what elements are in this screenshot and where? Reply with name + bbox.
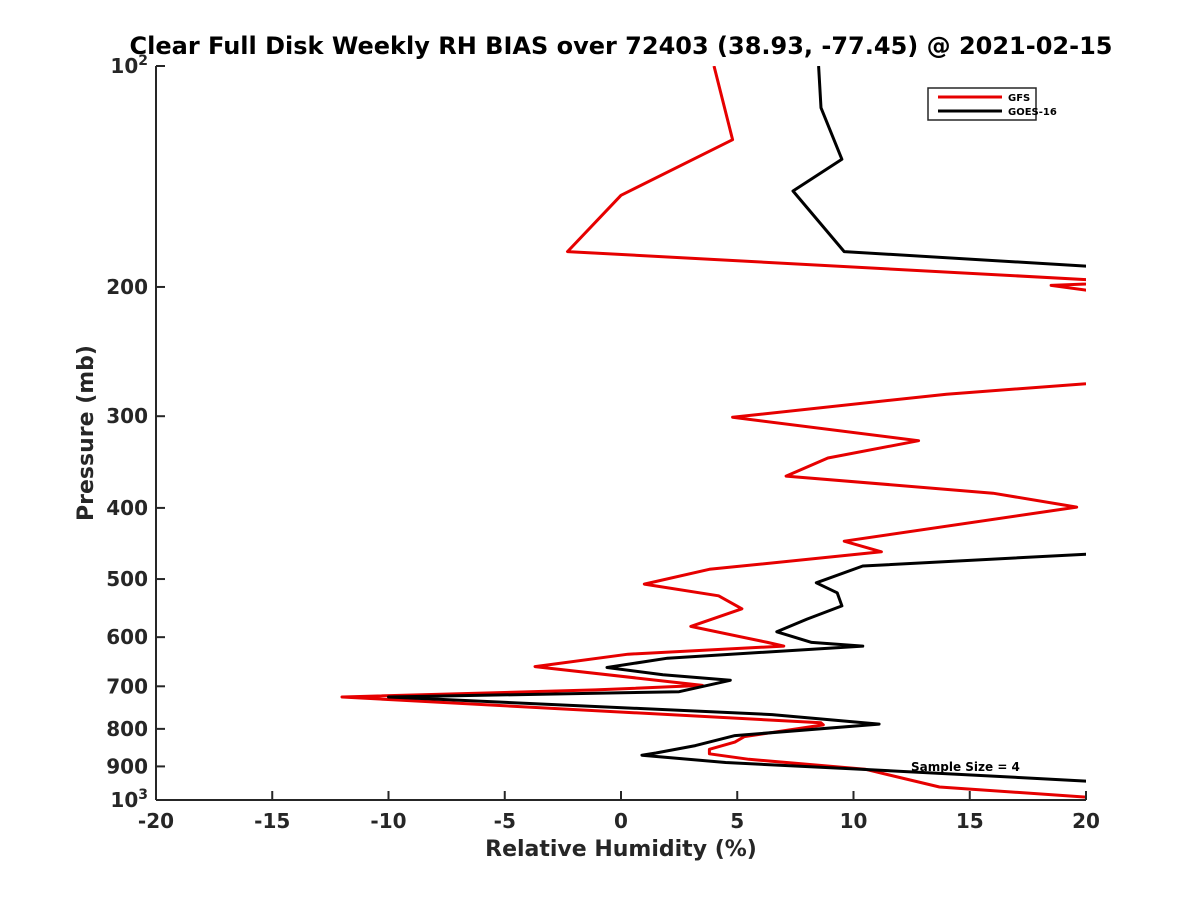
y-tick-label: 500 (106, 567, 148, 591)
y-tick-label: 102 (110, 53, 148, 78)
y-tick-label: 200 (106, 275, 148, 299)
legend-goes16-label: GOES-16 (1008, 107, 1057, 118)
series-line-gfs (340, 66, 1086, 799)
y-tick-label: 400 (106, 496, 148, 520)
y-tick-label: 103 (110, 787, 148, 812)
x-tick-label: 10 (840, 809, 868, 833)
x-axis-label: Relative Humidity (%) (485, 837, 757, 862)
x-tick-label: 20 (1072, 809, 1100, 833)
legend-gfs-label: GFS (1008, 93, 1030, 104)
x-tick-label: 5 (730, 809, 744, 833)
x-tick-label: 0 (614, 809, 628, 833)
x-tick-label: -5 (494, 809, 516, 833)
x-tick-label: -15 (254, 809, 290, 833)
legend-box (927, 87, 1037, 121)
sample-size-annotation: Sample Size = 4 (911, 760, 1020, 774)
x-tick-label: -20 (138, 809, 174, 833)
y-tick-label: 600 (106, 625, 148, 649)
series-layer (340, 66, 1086, 799)
series-line-goes-16 (387, 66, 1086, 783)
y-ticks: 102 200 300 400 500 600 700 800 900 103 (106, 53, 165, 812)
y-tick-label: 300 (106, 404, 148, 428)
y-tick-label: 800 (106, 717, 148, 741)
y-tick-label: 700 (106, 674, 148, 698)
y-axis-label: Pressure (mb) (74, 345, 99, 521)
x-ticks: -20 -15 -10 -5 0 5 10 15 20 (138, 791, 1100, 833)
x-tick-label: -10 (370, 809, 406, 833)
legend: GFS GOES-16 (927, 87, 1057, 121)
y-tick-label: 900 (106, 754, 148, 778)
x-tick-label: 15 (956, 809, 984, 833)
chart-title: Clear Full Disk Weekly RH BIAS over 7240… (130, 32, 1113, 60)
